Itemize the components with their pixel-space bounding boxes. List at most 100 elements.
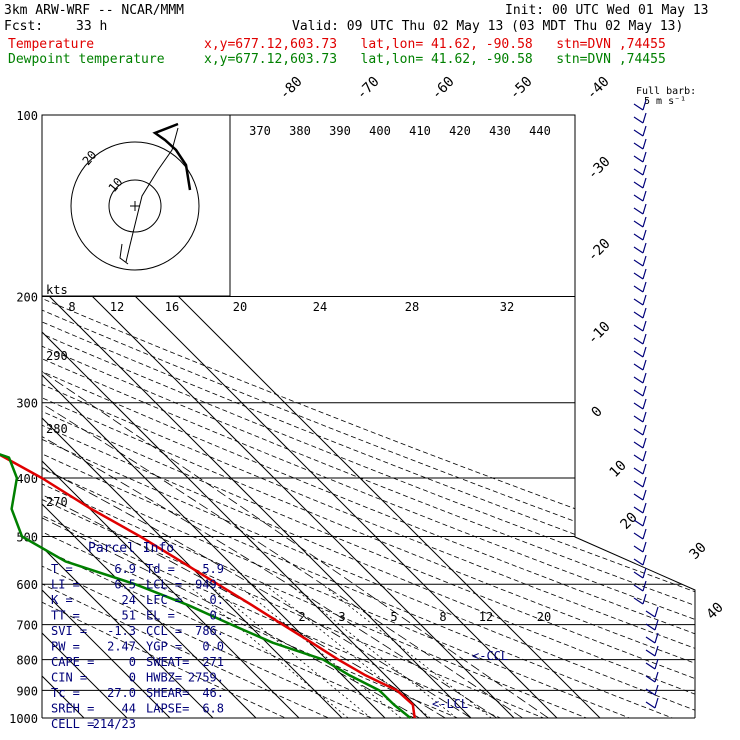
wind-barb xyxy=(633,190,647,202)
theta-label-left: 290 xyxy=(46,349,68,363)
dry-adiabat xyxy=(42,115,695,718)
parcel-label: Td = xyxy=(146,562,175,576)
parcel-value: 786. xyxy=(195,624,224,638)
parcel-label: SHEAR= xyxy=(146,686,189,700)
isotherm-line xyxy=(42,115,343,718)
parcel-value: 6.8 xyxy=(202,702,224,716)
forecast-hours: 33 h xyxy=(76,19,108,34)
valid-time: Valid: 09 UTC Thu 02 May 13 (03 MDT Thu … xyxy=(292,19,684,34)
parcel-label: CAPE = xyxy=(51,655,94,669)
init-time: Init: 00 UTC Wed 01 May 13 xyxy=(505,3,709,18)
theta-label: 390 xyxy=(329,124,351,138)
parcel-value: 2759. xyxy=(188,671,224,685)
parcel-label: SVI = xyxy=(51,624,87,638)
dry-adiabat xyxy=(42,115,695,718)
hodograph-ring xyxy=(108,179,162,233)
isotherm-line xyxy=(42,115,300,718)
isotherm-label: -10 xyxy=(585,319,614,348)
speed-label: 20 xyxy=(233,300,247,314)
isotherm-line xyxy=(42,115,472,718)
parcel-value: 5.9 xyxy=(202,562,224,576)
moist-adiabat xyxy=(42,296,420,718)
hodograph-unit: kts xyxy=(46,283,68,297)
parcel-label: SWEAT= xyxy=(146,655,189,669)
model-title: 3km ARW-WRF -- NCAR/MMM xyxy=(4,3,185,18)
isotherm-label: -40 xyxy=(584,74,613,103)
pressure-label: 900 xyxy=(16,684,38,698)
wind-barb xyxy=(633,151,647,163)
parcel-value: 949. xyxy=(195,578,224,592)
wind-barb xyxy=(633,112,647,124)
parcel-label: CCL = xyxy=(146,624,182,638)
theta-label: 400 xyxy=(369,124,391,138)
isotherm-line xyxy=(42,115,386,718)
mixing-ratio-label: 2 xyxy=(298,610,305,624)
wind-barb xyxy=(633,229,647,241)
parcel-value: 44 xyxy=(122,702,136,716)
dewpoint-profile xyxy=(0,453,412,719)
mixing-ratio-label: 3 xyxy=(338,610,345,624)
isotherm-line xyxy=(42,115,257,718)
parcel-title: Parcel Info xyxy=(88,541,174,556)
dry-adiabat xyxy=(42,115,576,718)
speed-label: 8 xyxy=(68,300,75,314)
wind-barb xyxy=(645,619,659,631)
temperature-profile xyxy=(0,453,416,719)
isotherm-line xyxy=(42,115,214,718)
parcel-label: EL = xyxy=(146,609,175,623)
wind-barb xyxy=(633,294,647,306)
wind-barb xyxy=(633,411,647,423)
parcel-label: K = xyxy=(51,593,73,607)
parcel-label: CELL = xyxy=(51,717,94,731)
wind-barb xyxy=(645,671,659,683)
parcel-label: T = xyxy=(51,562,73,576)
mixing-ratio-label: 12 xyxy=(479,610,493,624)
theta-label-left: 270 xyxy=(46,495,68,509)
isotherm-line xyxy=(42,115,429,718)
wind-barb xyxy=(633,177,647,189)
isotherm-line xyxy=(42,115,515,718)
dry-adiabat xyxy=(42,115,401,718)
speed-label: 28 xyxy=(405,300,419,314)
parcel-value: 2.47 xyxy=(107,640,136,654)
wind-barb xyxy=(633,216,647,228)
wind-barb xyxy=(633,463,647,475)
parcel-value: 214/23 xyxy=(93,717,136,731)
parcel-value: 6.5 xyxy=(114,578,136,592)
isotherm-label: -50 xyxy=(507,74,536,103)
parcel-value: 0. xyxy=(210,609,224,623)
wind-barb xyxy=(633,242,647,254)
wind-barb xyxy=(633,99,647,111)
parcel-value: 46. xyxy=(202,686,224,700)
pressure-label: 1000 xyxy=(9,712,38,726)
mixing-ratio-label: 5 xyxy=(390,610,397,624)
theta-label-left: 280 xyxy=(46,422,68,436)
moist-adiabat xyxy=(42,296,549,718)
theta-label: 440 xyxy=(529,124,551,138)
barb-legend-value: 5 m s⁻¹ xyxy=(644,96,686,107)
isotherm-label: -30 xyxy=(585,154,614,183)
parcel-label: LFC = xyxy=(146,593,182,607)
wind-barb xyxy=(633,450,647,462)
mixing-ratio-label: 20 xyxy=(537,610,551,624)
lcl-marker: <-LCL xyxy=(432,697,468,711)
wind-barb xyxy=(633,554,647,566)
isotherm-label: 20 xyxy=(618,510,641,533)
wind-barb xyxy=(633,359,647,371)
hodograph-trace-tail xyxy=(119,243,129,265)
mixing-ratio-label: 8 xyxy=(439,610,446,624)
dry-adiabat xyxy=(42,115,695,718)
hodograph-trace-high xyxy=(152,122,192,191)
wind-barb xyxy=(633,567,647,579)
wind-barb xyxy=(633,320,647,332)
speed-label: 12 xyxy=(110,300,124,314)
dry-adiabat xyxy=(42,115,695,718)
dry-adiabat xyxy=(42,115,663,718)
parcel-value: 271 xyxy=(202,655,224,669)
wind-barb xyxy=(633,515,647,527)
parcel-label: CIN = xyxy=(51,671,87,685)
wind-barb xyxy=(633,125,647,137)
parcel-value: 0 xyxy=(129,671,136,685)
